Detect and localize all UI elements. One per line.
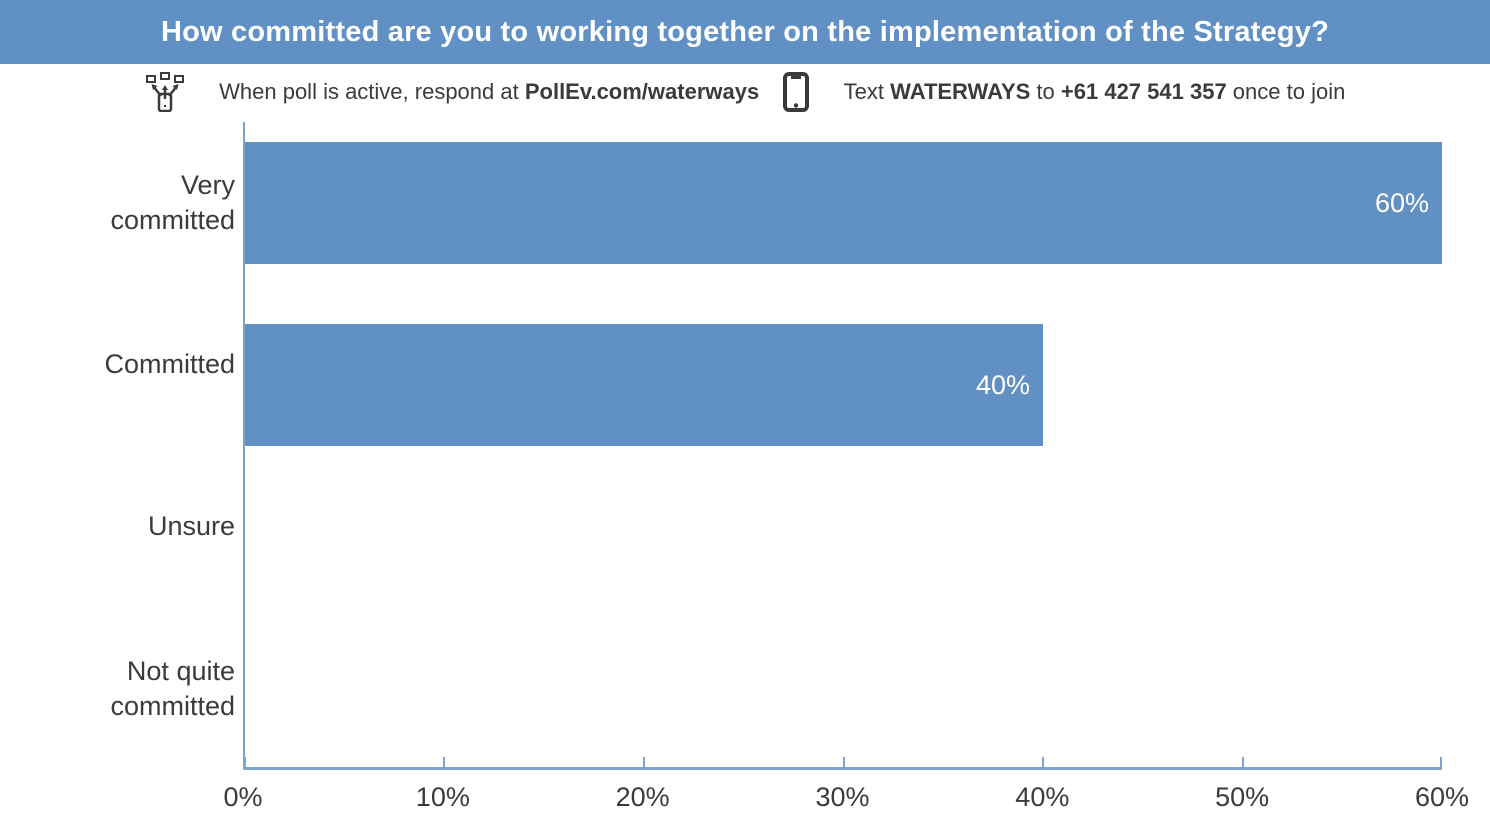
- bar-value-label: 60%: [1374, 187, 1429, 218]
- results-chart: Very committed Committed Unsure Not quite c…: [0, 120, 1490, 836]
- category-label: Unsure: [147, 511, 235, 542]
- result-bar: 60%: [245, 142, 1442, 264]
- sms-number: +61 427 541 357: [1060, 79, 1227, 104]
- web-instruction: When poll is active, respond at PollEv.c…: [195, 53, 760, 131]
- x-axis-tick: [1241, 757, 1244, 767]
- x-axis-tick: [1041, 757, 1044, 767]
- sms-keyword: WATERWAYS: [890, 79, 1031, 104]
- category-label: Committed: [104, 349, 235, 380]
- instructions-bar: When poll is active, respond at PollEv.c…: [0, 64, 1490, 120]
- sms-instruction: Text WATERWAYS to +61 427 541 357 once t…: [819, 53, 1346, 131]
- sms-instruction-connector: to: [1030, 79, 1061, 104]
- bar-row: 40%: [245, 324, 1442, 486]
- x-axis-tick-label: 40%: [1015, 782, 1070, 812]
- category-label: Very committed: [110, 169, 235, 235]
- x-axis-tick-label: 60%: [1414, 782, 1470, 812]
- x-axis-tick: [443, 757, 446, 767]
- x-axis-tick: [642, 757, 645, 767]
- x-axis-labels: 0% 10% 20% 30% 40% 50% 60%: [223, 782, 1469, 828]
- category-label: Not quite committed: [110, 655, 235, 721]
- x-axis-tick-label: 30%: [815, 782, 870, 812]
- x-axis-tick-label: 10%: [415, 782, 470, 812]
- sms-instruction-suffix: once to join: [1226, 79, 1346, 104]
- x-axis-tick: [244, 757, 246, 767]
- respond-devices-icon: [145, 72, 185, 112]
- result-bar: 40%: [245, 324, 1043, 446]
- web-instruction-prefix: When poll is active, respond at: [219, 79, 525, 104]
- x-axis-tick-label: 50%: [1215, 782, 1270, 812]
- mobile-phone-icon: [783, 72, 810, 112]
- poll-question-title: How committed are you to working togethe…: [160, 15, 1330, 48]
- plot-area: 60% 40%: [243, 122, 1442, 770]
- bar-row: [245, 486, 1442, 648]
- sms-instruction-prefix: Text: [843, 79, 891, 104]
- bar-value-label: 40%: [975, 369, 1030, 400]
- poll-title-bar: How committed are you to working togethe…: [0, 0, 1490, 64]
- category-labels: Very committed Committed Unsure Not quite c…: [85, 122, 235, 770]
- x-axis-tick-label: 20%: [615, 782, 670, 812]
- x-axis-tick-label: 0%: [223, 782, 263, 812]
- x-axis-tick: [842, 757, 845, 767]
- x-axis-tick: [1440, 757, 1442, 767]
- bar-row: 60%: [245, 142, 1442, 304]
- pollev-url: PollEv.com/waterways: [524, 79, 760, 104]
